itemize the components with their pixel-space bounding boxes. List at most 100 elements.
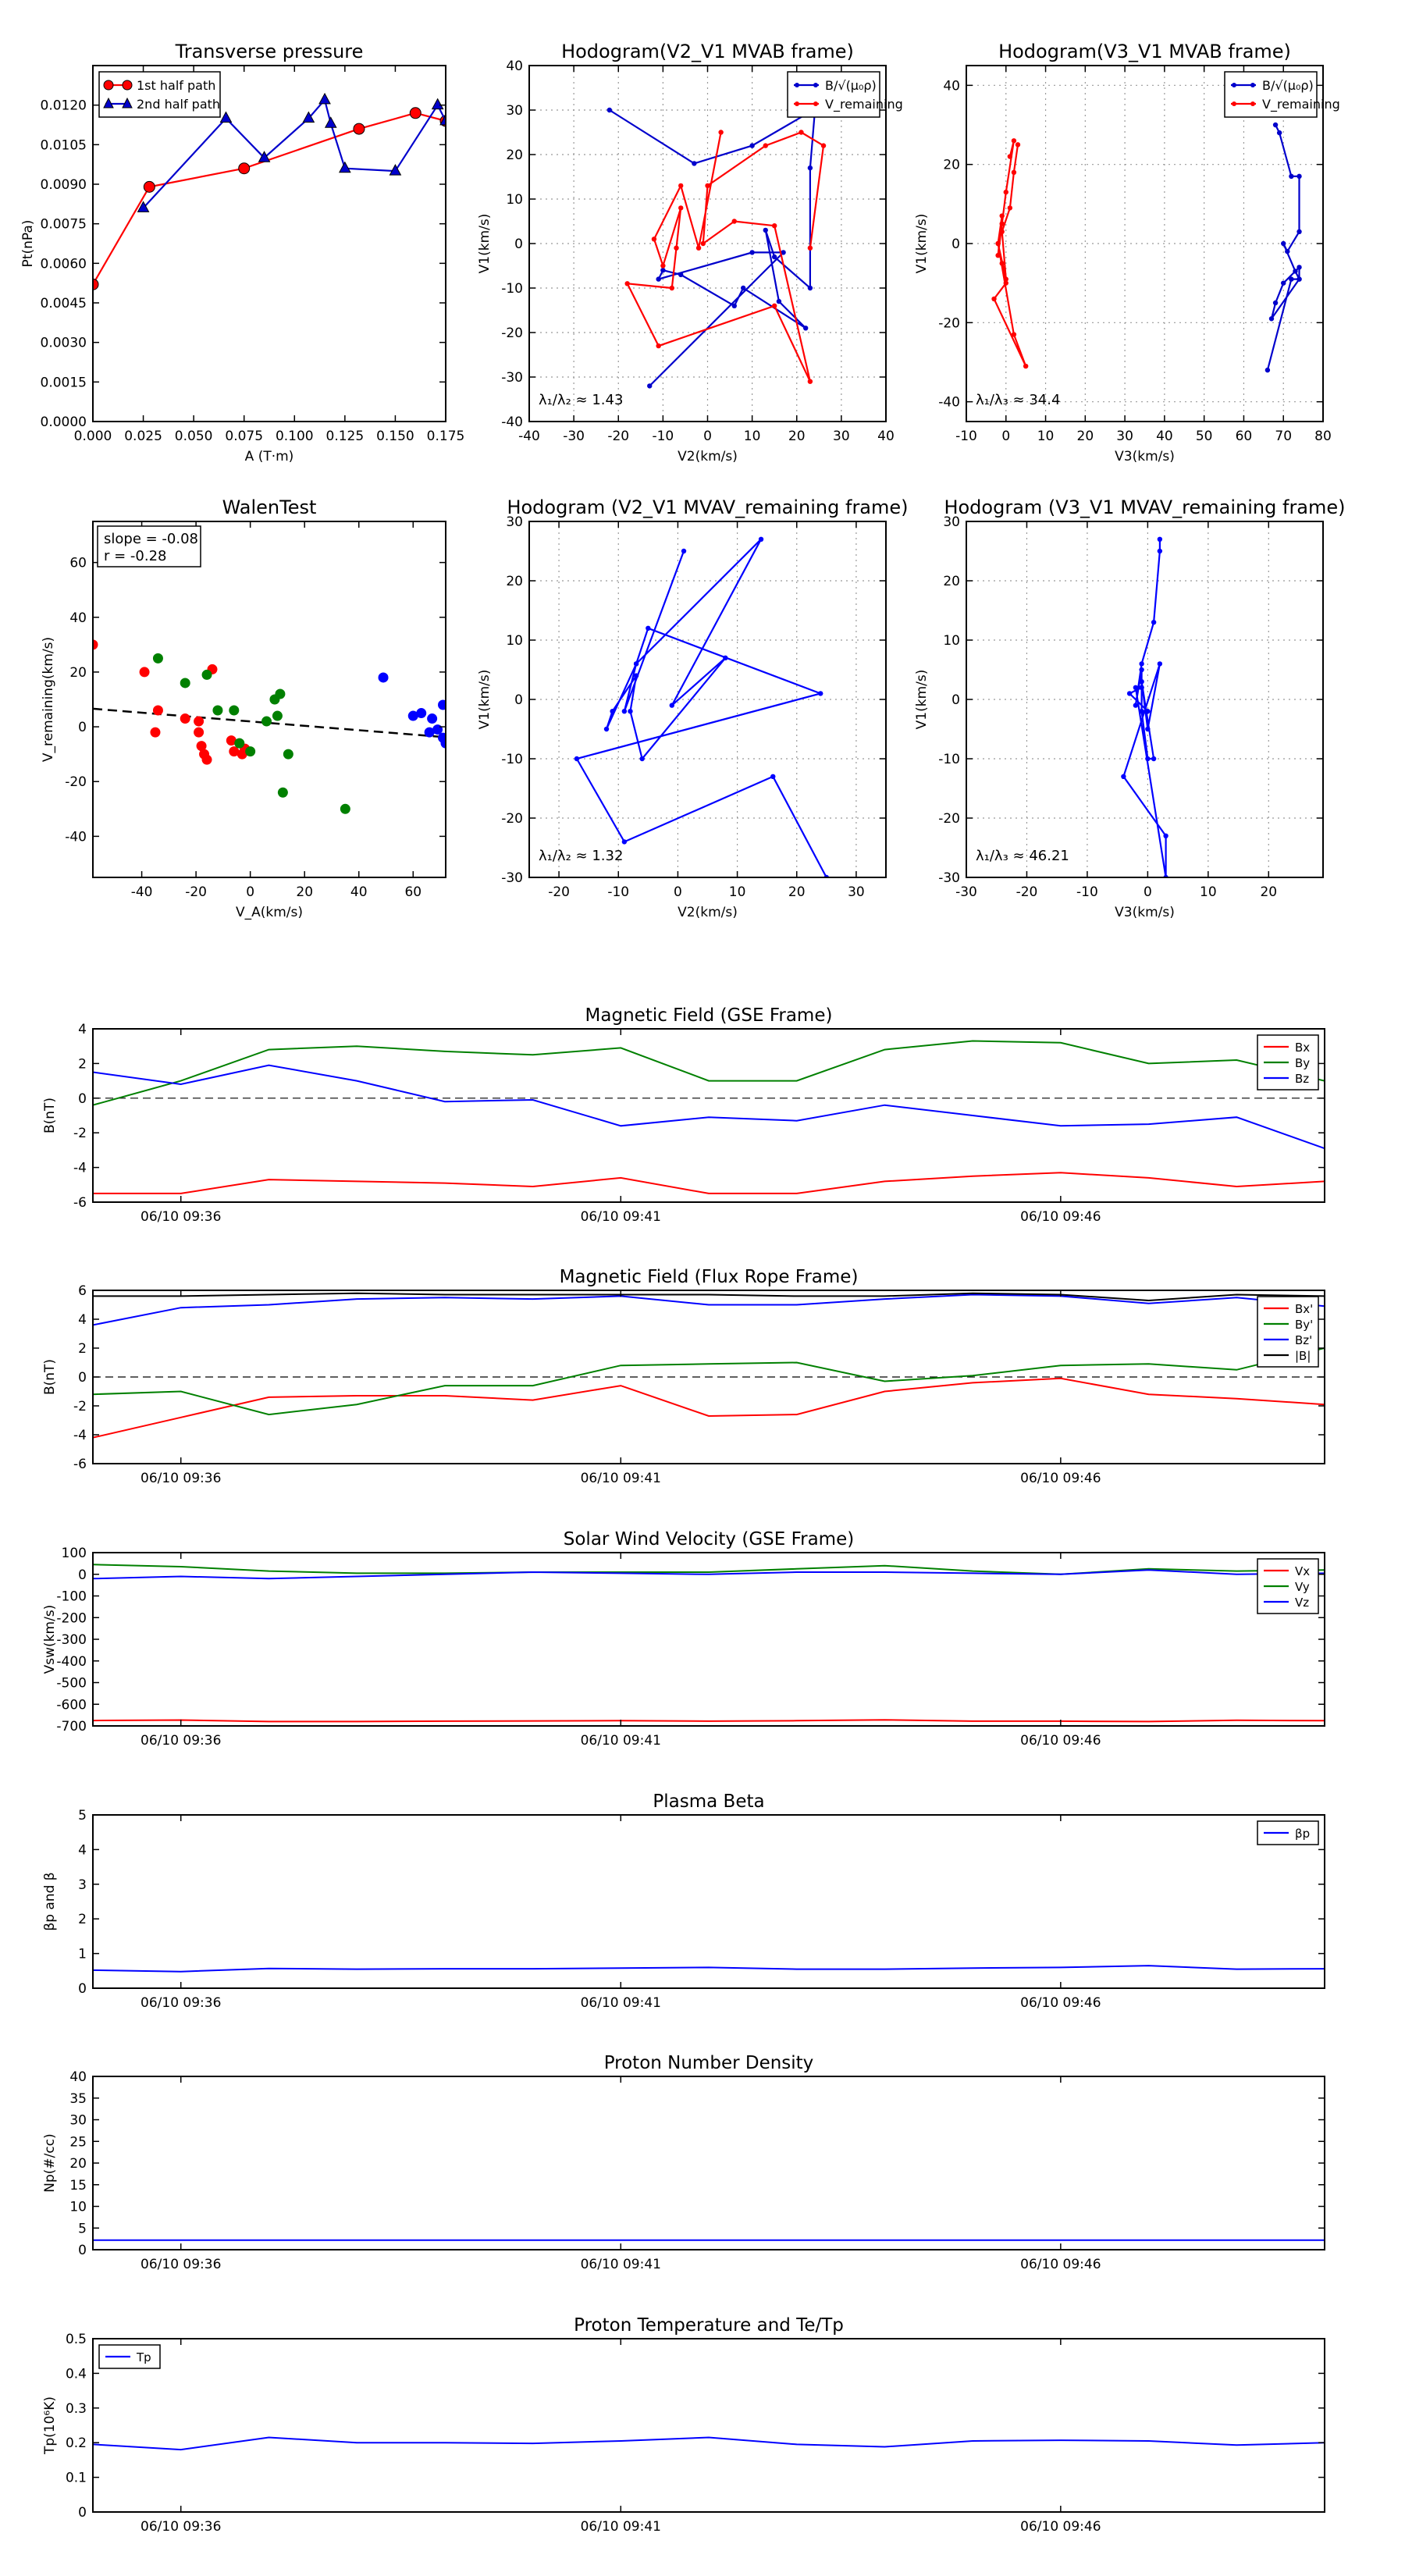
y-tick-label: 6 (78, 1283, 87, 1299)
y-tick-label: 0 (514, 692, 523, 708)
y-tick-label: 0.3 (66, 2401, 87, 2417)
y-tick-label: 0 (514, 237, 523, 252)
y-tick-label: 40 (69, 2069, 87, 2085)
legend-item-b: |B| (1264, 1349, 1311, 1363)
data-point (1145, 756, 1151, 762)
legend: B/√(μ₀ρ) V_remaining (1224, 71, 1340, 118)
legend-label: Bz' (1295, 1333, 1312, 1347)
data-point (807, 379, 813, 384)
y-tick-label: 30 (506, 103, 523, 119)
y-tick-label: -700 (56, 1719, 87, 1735)
y-axis-label: B(nT) (42, 1098, 58, 1133)
y-tick-label: 5 (78, 2221, 87, 2236)
y-tick-label: 0.0030 (41, 336, 87, 351)
data-point (763, 143, 768, 148)
series-3 (378, 672, 446, 749)
plot-area (93, 639, 446, 814)
y-tick-label: -20 (501, 811, 523, 827)
data-point (1145, 709, 1151, 714)
series-bz (93, 1293, 1325, 1326)
data-point (194, 716, 205, 727)
data-point (1139, 685, 1144, 690)
chart-title: Hodogram(V3_V1 MVAB frame) (998, 41, 1291, 62)
x-tick-label: -10 (955, 429, 977, 444)
series-vx (93, 1719, 1325, 1723)
data-point (718, 130, 724, 135)
legend-marker (1232, 101, 1236, 106)
x-tick-label: 06/10 09:46 (1020, 2519, 1101, 2535)
data-point (1272, 300, 1279, 306)
data-point (416, 708, 427, 719)
series-vx-line (93, 1719, 1325, 1723)
data-point (606, 107, 613, 113)
legend: Bx' By'Bz' |B| (1257, 1296, 1319, 1368)
chart-title: Proton Number Density (604, 2053, 814, 2073)
x-tick-label: 0 (703, 429, 712, 444)
x-tick-label: -10 (652, 429, 674, 444)
y-tick-label: 5 (78, 1808, 87, 1823)
x-axis-label: V3(km/s) (1115, 905, 1175, 920)
data-point (574, 756, 580, 762)
data-point (1133, 703, 1139, 708)
data-point (603, 726, 610, 732)
data-point (749, 143, 755, 148)
legend-frame (787, 71, 880, 118)
data-point (1151, 756, 1157, 762)
series-1 (574, 536, 830, 877)
y-tick-label: -500 (56, 1676, 87, 1692)
chart-tp: 0.000 0.025 0.050 0.075 0.100 0.125 0.150 0.175… (20, 41, 464, 464)
legend-item-by: By (1264, 1056, 1310, 1070)
data-point (692, 161, 697, 166)
y-tick-label: 40 (506, 59, 523, 74)
data-point (660, 268, 666, 273)
x-tick-label: 0 (1144, 884, 1152, 900)
y-axis-label: V1(km/s) (914, 670, 930, 730)
data-point (700, 240, 706, 247)
data-point (201, 669, 212, 680)
y-tick-label: -6 (73, 1195, 87, 1211)
y-tick-label: 3 (78, 1877, 87, 1893)
plot-area (93, 1292, 1325, 1439)
y-tick-label: 0.0000 (41, 415, 87, 430)
data-point (1011, 138, 1017, 144)
legend-marker (813, 83, 818, 87)
x-tick-label: 20 (788, 884, 806, 900)
data-point (1289, 173, 1294, 180)
series-by (93, 1040, 1325, 1106)
data-point (999, 213, 1005, 219)
legend-item-vx: Vx (1264, 1564, 1310, 1578)
data-point (229, 705, 240, 716)
series-2 (152, 653, 350, 814)
x-tick-label: 0.075 (225, 429, 263, 444)
y-tick-label: 20 (506, 574, 523, 589)
data-point (389, 164, 402, 176)
x-tick-label: 06/10 09:41 (581, 2519, 661, 2535)
plot-area (93, 92, 446, 290)
legend-item-b: B/√(μ₀ρ) (1231, 78, 1314, 93)
data-point (1139, 709, 1144, 714)
data-point (1011, 332, 1017, 337)
y-axis-label: Tp(10⁶K) (42, 2396, 58, 2455)
series-vy-line (93, 1564, 1325, 1575)
y-tick-label: -600 (56, 1697, 87, 1713)
chart-mag_gse: 06/10 09:36 06/10 09:41 06/10 09:46 -6 -4 -2 0… (42, 1005, 1325, 1225)
x-tick-label: 0.000 (74, 429, 112, 444)
chart-title: Magnetic Field (Flux Rope Frame) (560, 1267, 859, 1287)
data-point (763, 227, 768, 233)
data-point (781, 250, 786, 255)
data-point (1297, 265, 1302, 270)
y-tick-label: -40 (938, 395, 960, 411)
chart-mag_fr: 06/10 09:36 06/10 09:41 06/10 09:46 -6 -4 -2 0… (42, 1267, 1325, 1486)
data-point (999, 261, 1005, 266)
data-point (93, 639, 98, 650)
y-tick-label: 2 (78, 1912, 87, 1927)
y-tick-label: 0 (78, 1370, 87, 1386)
series-2nd-half-path (137, 92, 446, 212)
data-point (302, 111, 315, 123)
series-v-remaining (991, 138, 1029, 369)
data-point (1139, 667, 1144, 673)
chart-title: WalenTest (222, 496, 317, 518)
data-point (799, 130, 804, 135)
